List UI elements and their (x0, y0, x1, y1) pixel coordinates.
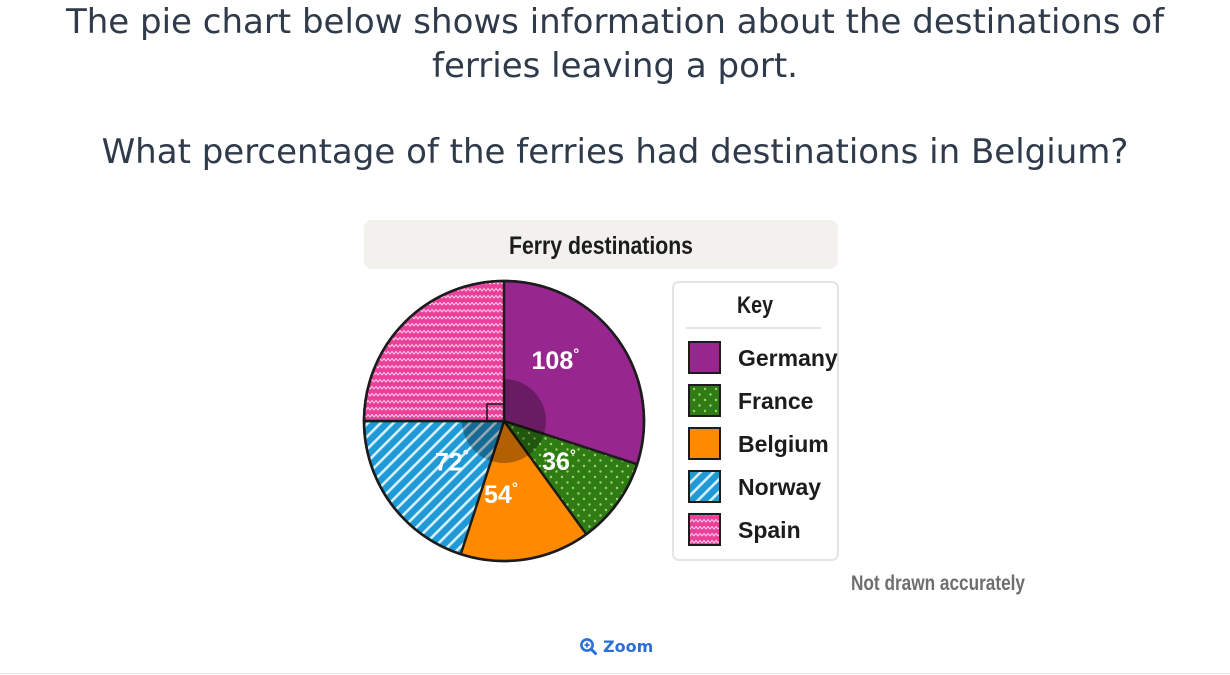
legend-label-france: France (738, 388, 813, 414)
pie-chart: Ferry destinations 108°36°54°72° Key Ger… (362, 220, 1025, 595)
angle-marker-germany (504, 379, 546, 434)
question-intro: The pie chart below shows information ab… (65, 2, 1165, 86)
degree-symbol: ° (463, 447, 469, 464)
angle-labels: 108°36°54°72° (435, 346, 579, 509)
right-angle-marker (486, 403, 504, 421)
degree-symbol: ° (512, 480, 518, 497)
legend-items: Germany France Belgium Norway Spain (688, 341, 838, 546)
legend-swatch-norway (688, 470, 721, 503)
zoom-button[interactable]: Zoom (580, 634, 653, 658)
legend-swatch-germany (688, 341, 721, 374)
degree-symbol: ° (570, 447, 576, 464)
legend-label-spain: Spain (738, 517, 801, 543)
not-drawn-accurately-note: Not drawn accurately (851, 572, 1025, 595)
angle-markers (462, 379, 546, 463)
legend-swatch-france (688, 384, 721, 417)
question-prompt: What percentage of the ferries had desti… (101, 132, 1129, 172)
bottom-divider (0, 673, 1230, 674)
legend-label-belgium: Belgium (738, 431, 829, 457)
legend-swatch-belgium (688, 427, 721, 460)
zoom-label: Zoom (603, 636, 654, 656)
legend-swatch-spain (688, 513, 721, 546)
legend-label-germany: Germany (738, 345, 838, 371)
angle-marker-belgium (491, 421, 529, 463)
chart-title: Ferry destinations (509, 232, 693, 260)
angle-marker-norway (462, 421, 504, 461)
zoom-in-icon (580, 637, 597, 655)
pie-outline (362, 279, 646, 563)
pie-slice-spain (362, 279, 506, 423)
degree-symbol: ° (573, 346, 579, 363)
angle-marker-france (504, 421, 544, 455)
angle-label-france: 36° (542, 447, 576, 476)
chart-title-bar (364, 220, 838, 269)
angle-label-germany: 108° (532, 346, 580, 375)
legend-label-norway: Norway (738, 474, 821, 500)
legend-title: Key (737, 292, 774, 319)
